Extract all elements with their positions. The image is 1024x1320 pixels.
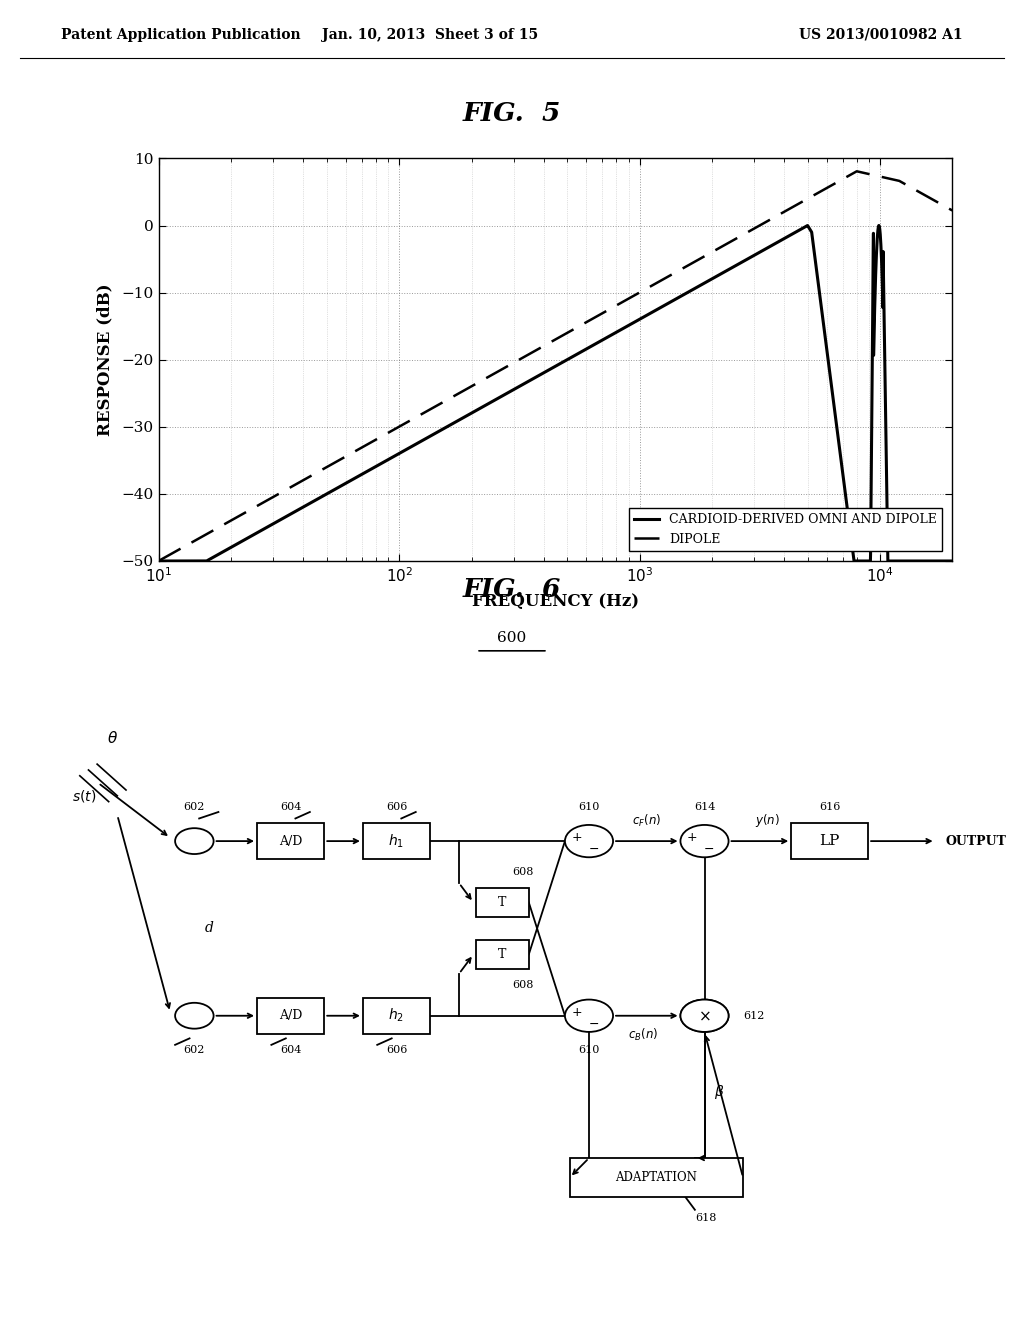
Text: $y(n)$: $y(n)$ xyxy=(755,813,779,829)
Bar xyxy=(362,998,430,1034)
Text: 600: 600 xyxy=(498,631,526,645)
Circle shape xyxy=(681,999,729,1032)
Text: T: T xyxy=(499,948,507,961)
Text: 608: 608 xyxy=(512,867,534,876)
Text: T: T xyxy=(499,896,507,909)
Text: 616: 616 xyxy=(819,803,841,812)
Text: $h_2$: $h_2$ xyxy=(388,1007,404,1024)
Circle shape xyxy=(681,999,729,1032)
Bar xyxy=(476,888,528,917)
Text: −: − xyxy=(589,843,599,855)
Bar xyxy=(476,940,528,969)
Text: 612: 612 xyxy=(743,1011,764,1020)
Text: +: + xyxy=(571,832,582,845)
Text: ADAPTATION: ADAPTATION xyxy=(615,1171,697,1184)
Text: $c_F(n)$: $c_F(n)$ xyxy=(632,813,662,829)
Bar xyxy=(792,824,868,859)
Bar xyxy=(257,824,325,859)
Text: −: − xyxy=(705,843,715,855)
Text: 602: 602 xyxy=(183,1045,205,1055)
Text: $\times$: $\times$ xyxy=(698,1008,711,1023)
Text: $\beta$: $\beta$ xyxy=(714,1082,725,1101)
Text: 618: 618 xyxy=(695,1213,716,1224)
Text: −: − xyxy=(589,1018,599,1031)
Text: Jan. 10, 2013  Sheet 3 of 15: Jan. 10, 2013 Sheet 3 of 15 xyxy=(322,28,539,42)
Text: 606: 606 xyxy=(386,803,408,812)
Text: 602: 602 xyxy=(183,803,205,812)
Text: $c_B(n)$: $c_B(n)$ xyxy=(628,1027,657,1044)
Circle shape xyxy=(565,999,613,1032)
Text: 604: 604 xyxy=(280,803,301,812)
Text: A/D: A/D xyxy=(279,1010,302,1022)
Circle shape xyxy=(175,828,214,854)
Text: 614: 614 xyxy=(694,803,715,812)
Text: Patent Application Publication: Patent Application Publication xyxy=(61,28,301,42)
Text: $\theta$: $\theta$ xyxy=(108,730,118,746)
Text: LP: LP xyxy=(819,834,840,849)
Text: OUTPUT: OUTPUT xyxy=(945,834,1006,847)
Text: $h_1$: $h_1$ xyxy=(388,833,404,850)
Text: d: d xyxy=(205,921,213,936)
Text: A/D: A/D xyxy=(279,834,302,847)
Text: +: + xyxy=(571,1006,582,1019)
Text: 608: 608 xyxy=(512,981,534,990)
Text: FIG.  5: FIG. 5 xyxy=(463,100,561,125)
Bar xyxy=(257,998,325,1034)
Circle shape xyxy=(565,825,613,857)
Text: 606: 606 xyxy=(386,1045,408,1055)
X-axis label: FREQUENCY (Hz): FREQUENCY (Hz) xyxy=(472,593,639,610)
Text: 604: 604 xyxy=(280,1045,301,1055)
Text: 610: 610 xyxy=(579,803,600,812)
Text: FIG.  6: FIG. 6 xyxy=(463,577,561,602)
Circle shape xyxy=(175,1003,214,1028)
Legend: CARDIOID-DERIVED OMNI AND DIPOLE, DIPOLE: CARDIOID-DERIVED OMNI AND DIPOLE, DIPOLE xyxy=(629,508,942,550)
Text: +: + xyxy=(687,832,697,845)
Bar xyxy=(569,1158,743,1197)
Circle shape xyxy=(681,825,729,857)
Y-axis label: RESPONSE (dB): RESPONSE (dB) xyxy=(96,284,114,436)
Text: $s(t)$: $s(t)$ xyxy=(72,788,96,804)
Text: US 2013/0010982 A1: US 2013/0010982 A1 xyxy=(799,28,963,42)
Bar xyxy=(362,824,430,859)
Text: 610: 610 xyxy=(579,1045,600,1055)
